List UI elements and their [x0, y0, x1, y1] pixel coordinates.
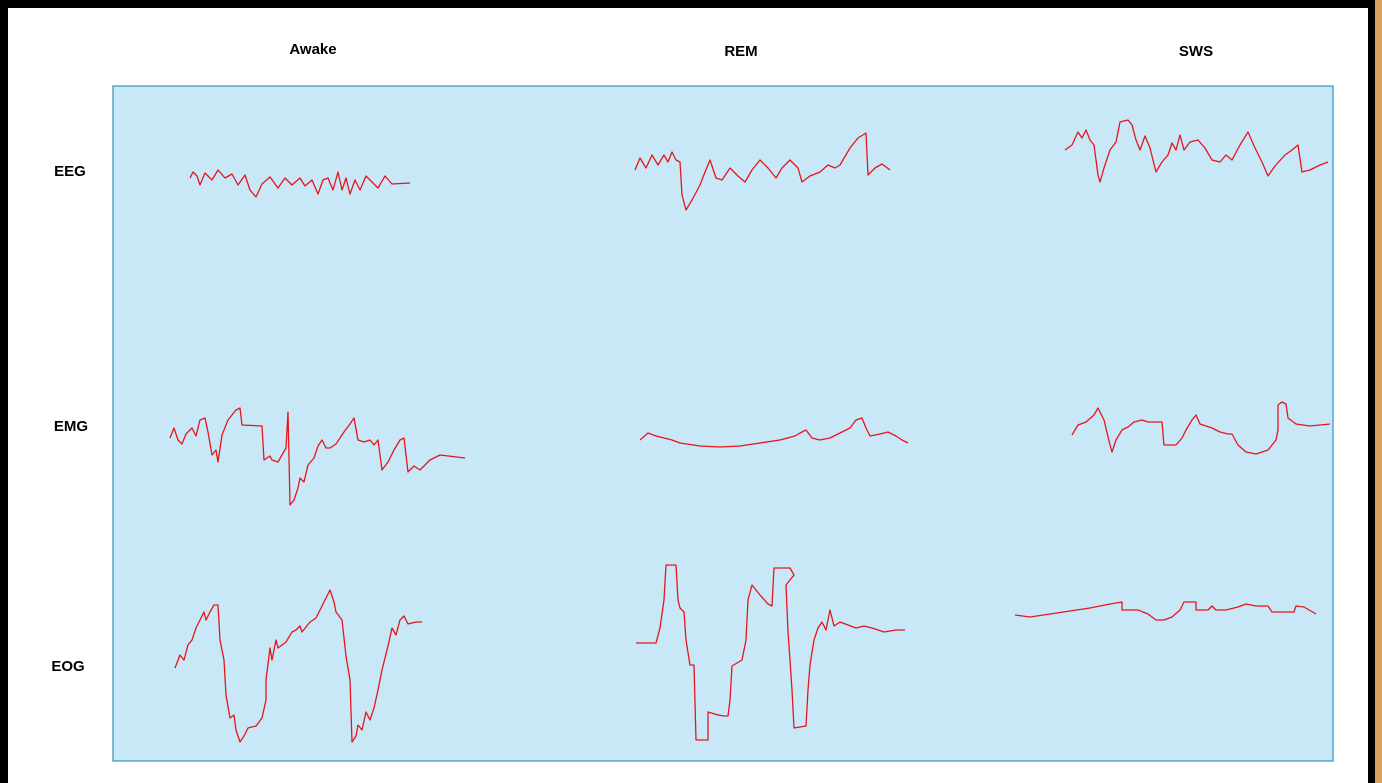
- row-label: EMG: [54, 418, 88, 435]
- row-label: EEG: [54, 163, 86, 180]
- eeg-rem-trace: [634, 132, 891, 211]
- eog-sws-trace: [1014, 601, 1317, 621]
- column-header: REM: [724, 43, 757, 60]
- row-label: EOG: [51, 658, 84, 675]
- trace-panel: [112, 85, 1334, 762]
- emg-sws-trace: [1071, 401, 1331, 455]
- eeg-sws-trace: [1064, 119, 1329, 183]
- column-header: Awake: [289, 41, 336, 58]
- emg-awake-trace: [169, 407, 466, 506]
- eog-awake-trace: [174, 589, 422, 743]
- emg-rem-trace: [639, 417, 909, 448]
- column-header: SWS: [1179, 43, 1213, 60]
- eeg-awake-trace: [189, 169, 411, 198]
- eog-rem-trace: [636, 564, 905, 741]
- edge-strip: [1375, 0, 1382, 783]
